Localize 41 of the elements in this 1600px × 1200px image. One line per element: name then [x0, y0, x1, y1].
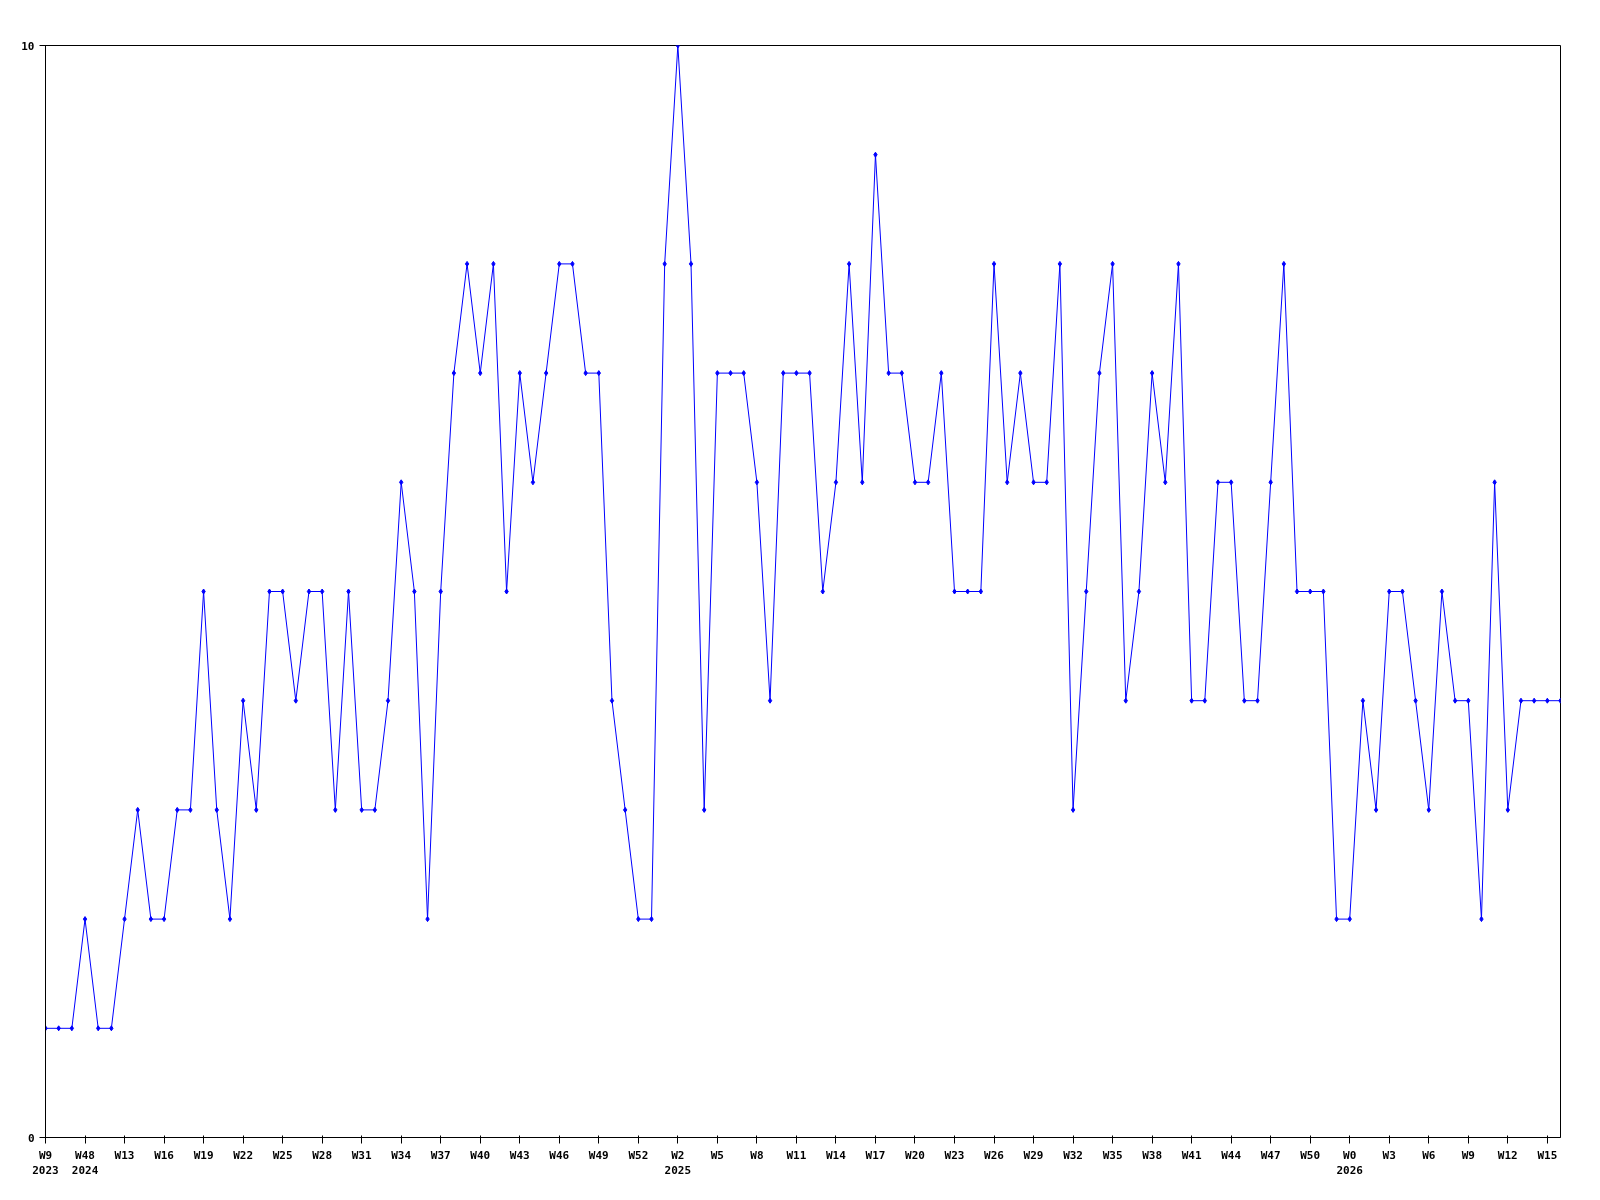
x-tick-label: W9 [1461, 1148, 1475, 1162]
x-tick-label: W19 [193, 1148, 214, 1162]
x-tick-label: W44 [1221, 1148, 1242, 1162]
x-tick-label: W38 [1142, 1148, 1163, 1162]
x-tick-label: W48 2024 [71, 1148, 99, 1178]
x-tick-label: W43 [509, 1148, 530, 1162]
x-tick-label: W49 [588, 1148, 609, 1162]
x-tick-label: W8 [750, 1148, 764, 1162]
x-tick-label: W17 [865, 1148, 886, 1162]
y-tick-label: 10 [21, 39, 35, 53]
x-tick-label: W23 [944, 1148, 965, 1162]
x-tick-label: W14 [826, 1148, 847, 1162]
x-tick-label: W28 [312, 1148, 333, 1162]
x-tick-label: W20 [905, 1148, 925, 1162]
x-tick-label: W41 [1181, 1148, 1202, 1162]
x-tick-label: W0 2026 [1336, 1148, 1364, 1178]
x-tick-label: W34 [391, 1148, 412, 1162]
x-tick-label: W12 [1497, 1148, 1518, 1162]
x-tick-label: W5 [710, 1148, 724, 1162]
x-tick-label: W25 [272, 1148, 293, 1162]
x-tick-label: W9 2023 [32, 1148, 59, 1178]
x-tick-label: W16 [154, 1148, 175, 1162]
x-tick-label: W13 [114, 1148, 135, 1162]
x-tick-label: W22 [233, 1148, 254, 1162]
x-tick-label: W29 [1023, 1148, 1044, 1162]
x-tick-label: W6 [1422, 1148, 1436, 1162]
x-tick-label: W3 [1382, 1148, 1396, 1162]
x-tick-label: W2 2025 [664, 1148, 692, 1178]
x-tick-label: W32 [1063, 1148, 1084, 1162]
x-tick-label: W31 [351, 1148, 372, 1162]
x-tick-label: W37 [430, 1148, 451, 1162]
x-tick-label: W50 [1300, 1148, 1321, 1162]
x-tick-label: W46 [549, 1148, 570, 1162]
x-tick-label: W47 [1260, 1148, 1281, 1162]
x-tick-label: W35 [1102, 1148, 1123, 1162]
x-tick-label: W40 [470, 1148, 491, 1162]
x-tick-label: W11 [786, 1148, 807, 1162]
x-tick-label: W26 [984, 1148, 1005, 1162]
x-tick-label: W52 [628, 1148, 649, 1162]
x-tick-label: W15 [1537, 1148, 1558, 1162]
y-tick-label: 0 [27, 1131, 35, 1145]
